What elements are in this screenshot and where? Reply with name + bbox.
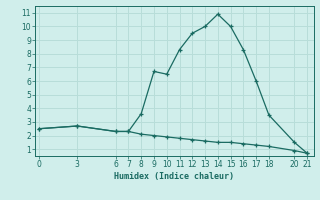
X-axis label: Humidex (Indice chaleur): Humidex (Indice chaleur) — [115, 172, 235, 181]
